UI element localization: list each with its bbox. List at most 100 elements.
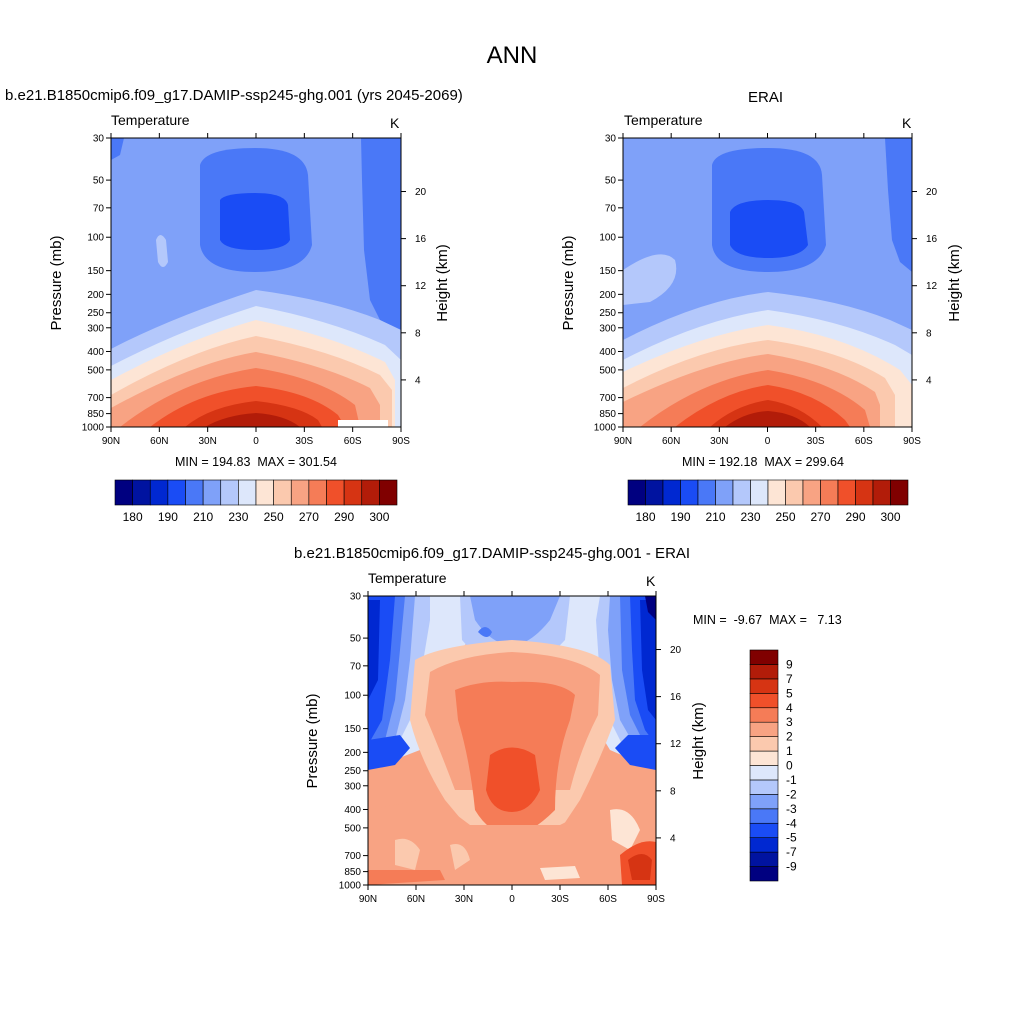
- colorbar-label: -3: [786, 802, 797, 816]
- colorbar-label: 230: [228, 510, 248, 524]
- colorbar-swatch: [767, 479, 786, 506]
- colorbar-swatch: [732, 479, 751, 506]
- pressure-tick-label: 30: [350, 592, 362, 603]
- colorbar-swatch: [802, 479, 821, 506]
- pressure-tick-label: 1000: [339, 881, 362, 892]
- panel-diff-minmax: MIN = -9.67 MAX = 7.13: [693, 613, 842, 627]
- ylabel-left-diff: Pressure (mb): [304, 693, 321, 788]
- latitude-tick-label: 60N: [662, 436, 680, 447]
- colorbar-model: 180 190 210 230 250 270 290 300: [114, 479, 398, 524]
- colorbar-label: 230: [740, 510, 760, 524]
- pressure-tick-label: 250: [344, 766, 361, 777]
- pressure-tick-label: 400: [344, 805, 361, 816]
- colorbar-swatch: [890, 479, 909, 506]
- height-tick-label: 4: [415, 375, 421, 386]
- figure-title: ANN: [486, 42, 538, 69]
- panel-diff-units: K: [646, 573, 656, 589]
- pressure-tick-label: 850: [87, 409, 104, 420]
- colorbar-swatch: [167, 479, 186, 506]
- pressure-tick-label: 400: [87, 347, 104, 358]
- colorbar-erai: 180 190 210 230 250 270 290 300: [627, 479, 909, 524]
- height-tick-label: 8: [415, 328, 421, 339]
- height-tick-label: 16: [926, 234, 938, 245]
- colorbar-label: -7: [786, 845, 797, 859]
- latitude-tick-label: 60S: [344, 436, 362, 447]
- pressure-tick-label: 250: [599, 308, 616, 319]
- pressure-tick-label: 70: [350, 661, 362, 672]
- colorbar-swatch: [749, 765, 779, 781]
- panel-right-units: K: [902, 115, 912, 131]
- colorbar-swatch: [627, 479, 646, 506]
- colorbar-swatch: [750, 479, 769, 506]
- colorbar-swatch: [749, 750, 779, 766]
- pressure-tick-label: 300: [87, 323, 104, 334]
- height-tick-label: 12: [926, 281, 938, 292]
- latitude-tick-label: 30S: [295, 436, 313, 447]
- height-tick-label: 20: [926, 187, 938, 198]
- colorbar-swatch: [662, 479, 681, 506]
- latitude-tick-label: 90N: [359, 894, 377, 905]
- axes-ticks-erai: 30 50 70 100 150 200 250 300 400 500 700 850 1000 20 1…: [594, 133, 938, 447]
- ylabel-right-top-right: Height (km): [946, 244, 963, 322]
- latitude-tick-label: 90N: [614, 436, 632, 447]
- colorbar-label: 190: [158, 510, 178, 524]
- colorbar-swatch: [220, 479, 239, 506]
- colorbar-swatch: [837, 479, 856, 506]
- latitude-tick-label: 0: [765, 436, 771, 447]
- height-tick-label: 16: [415, 234, 427, 245]
- height-tick-label: 20: [415, 187, 427, 198]
- latitude-tick-label: 60N: [150, 436, 168, 447]
- latitude-tick-label: 30S: [807, 436, 825, 447]
- colorbar-label: 3: [786, 715, 793, 729]
- pressure-tick-label: 50: [350, 634, 362, 645]
- axes-ticks-diff: 30 50 70 100 150 200 250 300 400 500 700 850 1000 20 1…: [339, 591, 682, 905]
- latitude-tick-label: 60S: [599, 894, 617, 905]
- colorbar-label: 270: [810, 510, 830, 524]
- colorbar-label: 5: [786, 686, 793, 700]
- colorbar-swatch: [749, 837, 779, 853]
- colorbar-label: 4: [786, 701, 793, 715]
- colorbar-label: 210: [193, 510, 213, 524]
- pressure-tick-label: 850: [344, 867, 361, 878]
- pressure-tick-label: 150: [599, 266, 616, 277]
- colorbar-swatch: [149, 479, 169, 506]
- latitude-tick-label: 90S: [903, 436, 921, 447]
- axes-ticks-model: 30 50 70 100 150 200 250 300 400 500 700 850 1000 20 1…: [82, 133, 427, 447]
- pressure-tick-label: 200: [599, 290, 616, 301]
- panel-left-units: K: [390, 115, 400, 131]
- colorbar-label: -1: [786, 773, 797, 787]
- colorbar-swatch: [872, 479, 891, 506]
- latitude-tick-label: 90N: [102, 436, 120, 447]
- height-tick-label: 12: [415, 281, 427, 292]
- colorbar-label: -9: [786, 860, 797, 874]
- panel-left-title: b.e21.B1850cmip6.f09_g17.DAMIP-ssp245-gh…: [5, 87, 463, 104]
- panel-diff-title: b.e21.B1850cmip6.f09_g17.DAMIP-ssp245-gh…: [294, 545, 691, 562]
- contour-field-diff: [368, 596, 656, 885]
- latitude-tick-label: 30N: [455, 894, 473, 905]
- colorbar-swatch: [680, 479, 699, 506]
- pressure-tick-label: 300: [344, 781, 361, 792]
- colorbar-swatch: [645, 479, 664, 506]
- height-tick-label: 4: [926, 375, 932, 386]
- panel-left-minmax: MIN = 194.83 MAX = 301.54: [175, 455, 337, 469]
- latitude-tick-label: 60S: [855, 436, 873, 447]
- pressure-tick-label: 100: [599, 233, 616, 244]
- height-tick-label: 20: [670, 645, 682, 656]
- height-tick-label: 16: [670, 692, 682, 703]
- colorbar-swatch: [749, 649, 779, 665]
- colorbar-swatch: [785, 479, 804, 506]
- colorbar-swatch: [185, 479, 204, 506]
- colorbar-swatch: [343, 479, 363, 506]
- colorbar-swatch: [715, 479, 734, 506]
- colorbar-label: 190: [670, 510, 690, 524]
- pressure-tick-label: 250: [87, 308, 104, 319]
- pressure-tick-label: 500: [599, 365, 616, 376]
- height-tick-label: 4: [670, 833, 676, 844]
- height-tick-label: 8: [926, 328, 932, 339]
- colorbar-label: -4: [786, 816, 797, 830]
- colorbar-swatch: [308, 479, 327, 506]
- colorbar-swatch: [273, 479, 292, 506]
- ylabel-left-top-left: Pressure (mb): [48, 235, 65, 330]
- colorbar-swatch: [132, 479, 151, 506]
- pressure-tick-label: 150: [87, 266, 104, 277]
